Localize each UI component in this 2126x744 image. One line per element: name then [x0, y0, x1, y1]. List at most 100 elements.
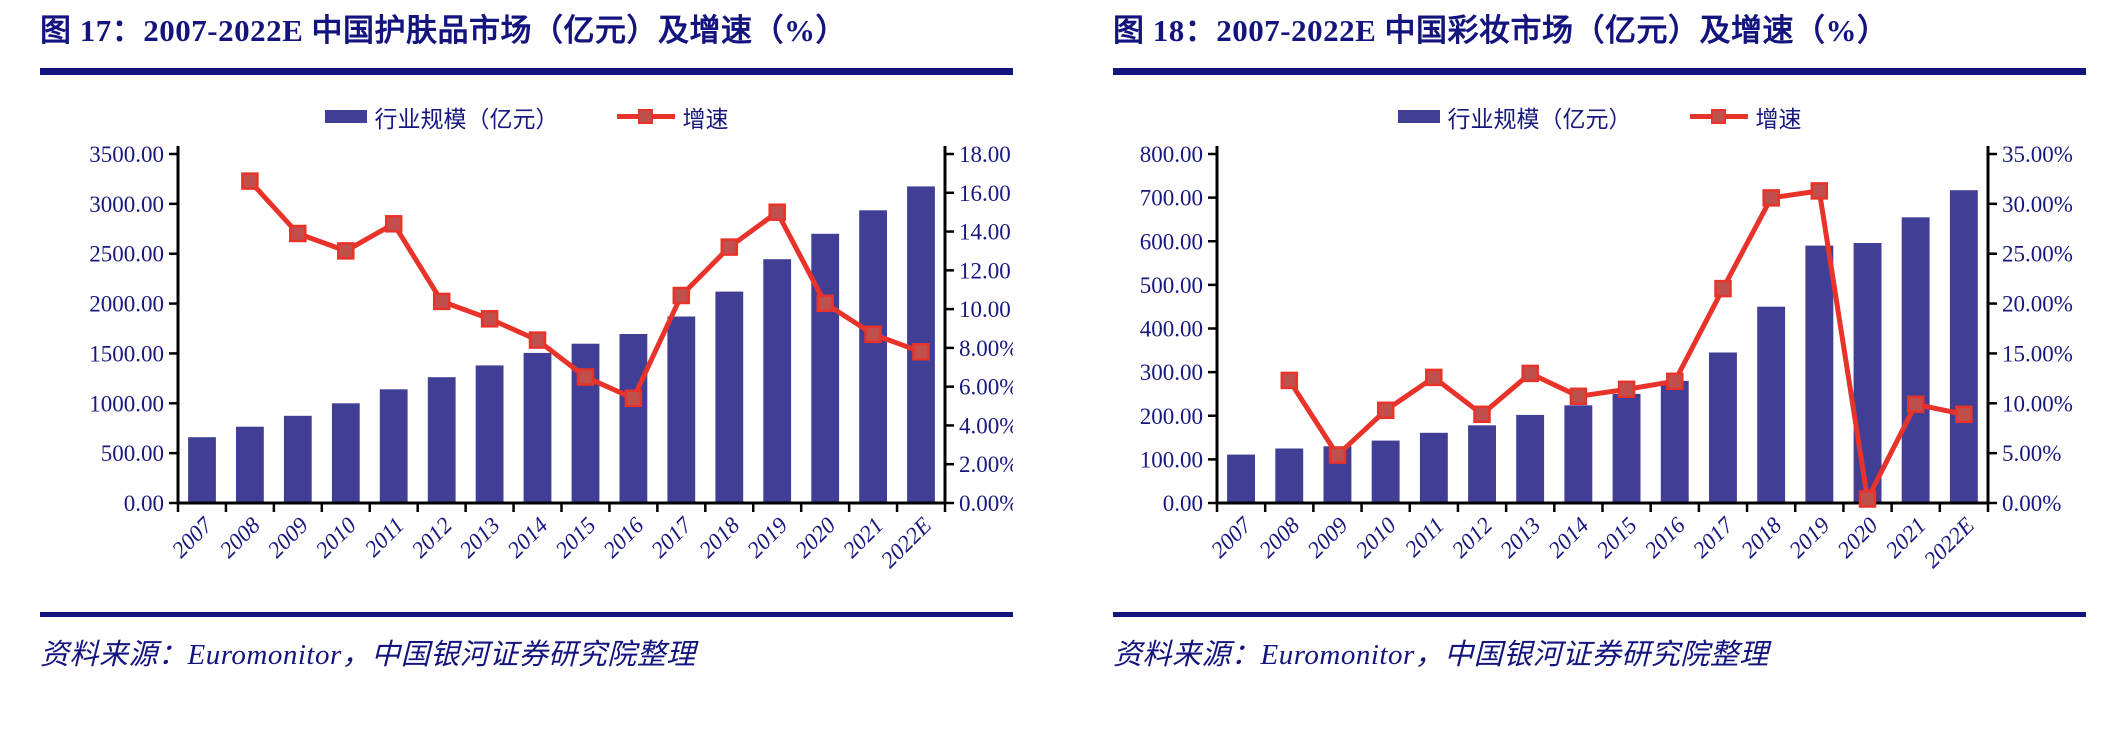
left-axis-label: 0.00	[1163, 491, 1203, 516]
growth-marker-2010	[337, 241, 355, 260]
skincare-chart: 0.00 500.00 1000.00 1500.00 2000.00 2500.00 30…	[89, 142, 1013, 573]
right-axis-label: 35.00%	[2002, 142, 2073, 167]
growth-marker-2016	[624, 389, 643, 407]
right-axis-label: 14.00	[959, 219, 1011, 244]
year-label-2020: 2020	[1832, 512, 1883, 563]
line-series-swatch	[1689, 109, 1748, 125]
title-divider	[40, 67, 1013, 75]
left-axis-label: 500.00	[101, 441, 164, 466]
growth-marker-2013	[1521, 364, 1539, 382]
growth-marker-2012	[1473, 405, 1491, 423]
bar-2010	[1371, 440, 1400, 503]
year-label-2018: 2018	[1736, 512, 1787, 563]
bar-2018	[1757, 306, 1786, 503]
right-axis-label: 15.00%	[2002, 341, 2073, 366]
makeup-source-note: 资料来源：Euromonitor，中国银河证券研究院整理	[1113, 638, 1769, 671]
year-label-2014: 2014	[1543, 512, 1593, 562]
year-label-2010: 2010	[1351, 512, 1402, 563]
legend-label: 行业规模（亿元）	[1447, 106, 1632, 132]
right-axis-label: 18.00	[959, 142, 1011, 167]
right-axis-label: 6.00%	[959, 375, 1013, 400]
bar-2011	[379, 389, 408, 503]
right-axis-label: 2.00%	[959, 452, 1013, 477]
source-divider	[40, 611, 1013, 617]
bar-2019	[763, 259, 792, 503]
growth-marker-2018	[1762, 188, 1780, 207]
growth-marker-2015	[576, 368, 595, 386]
left-axis-label: 500.00	[1140, 273, 1203, 298]
growth-marker-2009	[289, 224, 307, 243]
growth-marker-2008	[241, 172, 259, 190]
year-label-2011: 2011	[1400, 512, 1449, 561]
year-label-2022E: 2022E	[1919, 512, 1979, 572]
title-divider	[1113, 67, 2086, 75]
left-axis-label: 100.00	[1140, 447, 1203, 472]
year-label-2007: 2007	[167, 511, 218, 562]
bar-2021	[1901, 217, 1930, 503]
bar-2007	[188, 437, 216, 503]
growth-marker-2012	[432, 292, 451, 310]
bar-2017	[1709, 352, 1737, 503]
makeup-chart: 0.00 100.00 200.00 300.00 400.00 500.00 600.00…	[1140, 142, 2073, 573]
growth-marker-2011	[384, 214, 403, 233]
bar-2013	[1516, 414, 1545, 503]
year-label-2017: 2017	[646, 511, 697, 562]
bar-2016	[619, 333, 648, 503]
growth-marker-2020	[816, 294, 834, 312]
year-label-2010: 2010	[311, 512, 362, 563]
left-axis-label: 3500.00	[89, 142, 164, 167]
legend-label: 行业规模（亿元）	[374, 106, 559, 132]
legend-item-market-size: 行业规模（亿元）	[324, 100, 559, 134]
bar-2018	[715, 291, 744, 503]
bar-2012	[1468, 425, 1496, 503]
year-label-2011: 2011	[360, 512, 409, 561]
makeup-legend: 行业规模（亿元） 增速	[1113, 105, 2086, 132]
bar-2008	[236, 426, 264, 503]
growth-marker-2013	[480, 309, 499, 328]
year-label-2012: 2012	[1447, 512, 1497, 562]
year-label-2014: 2014	[502, 512, 552, 562]
growth-marker-2011	[1425, 368, 1443, 386]
left-axis-label: 2000.00	[89, 291, 164, 316]
left-axis-label: 0.00	[124, 491, 164, 516]
right-axis-label: 30.00%	[2002, 192, 2073, 217]
legend-label: 增速	[682, 106, 729, 132]
year-label-2008: 2008	[215, 512, 266, 563]
year-label-2009: 2009	[1302, 512, 1353, 563]
year-label-2008: 2008	[1254, 512, 1305, 563]
right-axis-label: 5.00%	[2002, 441, 2061, 466]
left-axis-label: 700.00	[1140, 185, 1203, 210]
left-axis-label: 600.00	[1140, 229, 1203, 254]
left-axis-label: 1500.00	[89, 341, 164, 366]
year-label-2017: 2017	[1688, 511, 1739, 562]
growth-marker-2018	[720, 238, 739, 256]
skincare-legend: 行业规模（亿元） 增速	[40, 105, 1013, 132]
left-axis-label: 3000.00	[89, 192, 164, 217]
growth-marker-2020	[1858, 490, 1877, 508]
year-label-2012: 2012	[407, 512, 457, 562]
skincare-panel: 图 17：2007-2022E 中国护肤品市场（亿元）及增速（%） 行业规模（亿…	[40, 10, 1013, 673]
right-axis-label: 4.00%	[959, 413, 1013, 438]
left-axis-label: 300.00	[1140, 360, 1203, 385]
growth-marker-2009	[1328, 446, 1347, 464]
legend-item-market-size: 行业规模（亿元）	[1397, 100, 1632, 134]
right-axis-label: 0.00%	[959, 491, 1013, 516]
right-axis-label: 10.00%	[2002, 391, 2073, 416]
growth-marker-2022E	[912, 342, 930, 361]
year-label-2016: 2016	[598, 512, 649, 563]
right-axis-label: 20.00%	[2002, 291, 2073, 316]
growth-marker-2014	[1569, 387, 1588, 405]
year-label-2013: 2013	[455, 512, 505, 562]
makeup-figure-title: 图 18：2007-2022E 中国彩妆市场（亿元）及增速（%）	[1113, 13, 1889, 48]
legend-item-growth: 增速	[616, 100, 729, 134]
left-axis-label: 2500.00	[89, 242, 164, 267]
bar-2016	[1660, 380, 1689, 503]
bar-2020	[811, 233, 840, 503]
line-series-swatch	[616, 109, 675, 125]
bar-2014	[523, 352, 552, 503]
right-axis-label: 10.00	[959, 297, 1011, 322]
right-axis-label: 25.00%	[2002, 242, 2073, 267]
left-axis-label: 400.00	[1140, 316, 1203, 341]
year-label-2013: 2013	[1495, 512, 1545, 562]
growth-marker-2017	[672, 286, 691, 305]
